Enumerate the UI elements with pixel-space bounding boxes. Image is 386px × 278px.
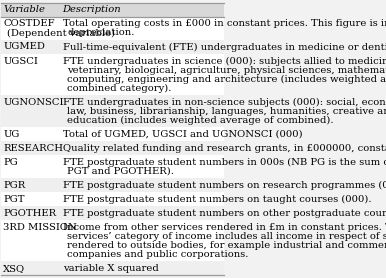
Text: UGSCI: UGSCI [3, 56, 38, 66]
Text: FTE postgraduate student numbers on other postgraduate courses (000).: FTE postgraduate student numbers on othe… [63, 209, 386, 218]
Text: UGNONSCI: UGNONSCI [3, 98, 64, 106]
Text: Total of UGMED, UGSCI and UGNONSCI (000): Total of UGMED, UGSCI and UGNONSCI (000) [63, 130, 302, 139]
Text: COSTDEF: COSTDEF [3, 19, 55, 28]
Text: UGMED: UGMED [3, 43, 45, 51]
FancyBboxPatch shape [1, 127, 224, 141]
Text: 3RD MISSION: 3RD MISSION [3, 223, 77, 232]
Text: PGOTHER: PGOTHER [3, 209, 56, 218]
FancyBboxPatch shape [1, 54, 224, 95]
Text: Full-time-equivalent (FTE) undergraduates in medicine or dentistry (000).: Full-time-equivalent (FTE) undergraduate… [63, 43, 386, 51]
FancyBboxPatch shape [1, 141, 224, 155]
Text: education (includes weighted average of combined).: education (includes weighted average of … [68, 115, 334, 125]
FancyBboxPatch shape [1, 155, 224, 178]
Text: veterinary, biological, agriculture, physical sciences, mathematics,: veterinary, biological, agriculture, phy… [68, 66, 386, 75]
Text: computing, engineering and architecture (includes weighted average of: computing, engineering and architecture … [68, 75, 386, 84]
FancyBboxPatch shape [1, 261, 224, 275]
FancyBboxPatch shape [1, 95, 224, 127]
FancyBboxPatch shape [1, 206, 224, 220]
Text: RESEARCH: RESEARCH [3, 144, 63, 153]
Text: FTE postgraduate student numbers in 000s (NB PG is the sum of PGR,: FTE postgraduate student numbers in 000s… [63, 158, 386, 167]
FancyBboxPatch shape [1, 3, 224, 17]
Text: Description: Description [63, 6, 121, 14]
Text: variable X squared: variable X squared [63, 264, 158, 273]
Text: combined category).: combined category). [68, 83, 172, 93]
Text: companies and public corporations.: companies and public corporations. [68, 250, 249, 259]
Text: PG: PG [3, 158, 18, 167]
Text: law, business, librarianship, languages, humanities, creative arts and: law, business, librarianship, languages,… [68, 106, 386, 116]
FancyBboxPatch shape [1, 220, 224, 261]
Text: (Dependent variable): (Dependent variable) [7, 28, 115, 38]
Text: Total operating costs in £000 in constant prices. This figure is inclusive of: Total operating costs in £000 in constan… [63, 19, 386, 28]
Text: UG: UG [3, 130, 20, 139]
Text: Quality related funding and research grants, in £000000, constant prices.: Quality related funding and research gra… [63, 144, 386, 153]
Text: depreciation.: depreciation. [68, 28, 135, 38]
Text: FTE undergraduates in non-science subjects (000): social, economics,: FTE undergraduates in non-science subjec… [63, 98, 386, 107]
Text: rendered to outside bodies, for example industrial and commercial: rendered to outside bodies, for example … [68, 241, 386, 250]
Text: Income from other services rendered in £m in constant prices. The ‘other: Income from other services rendered in £… [63, 223, 386, 232]
Text: FTE postgraduate student numbers on taught courses (000).: FTE postgraduate student numbers on taug… [63, 195, 371, 204]
Text: PGT: PGT [3, 195, 25, 204]
FancyBboxPatch shape [1, 40, 224, 54]
Text: FTE postgraduate student numbers on research programmes (000).: FTE postgraduate student numbers on rese… [63, 181, 386, 190]
Text: services’ category of income includes all income in respect of services: services’ category of income includes al… [68, 232, 386, 241]
Text: FTE undergraduates in science (000): subjects allied to medicine,: FTE undergraduates in science (000): sub… [63, 56, 386, 66]
Text: PGR: PGR [3, 181, 25, 190]
Text: Variable: Variable [3, 6, 45, 14]
Text: XSQ: XSQ [3, 264, 25, 273]
Text: PGT and PGOTHER).: PGT and PGOTHER). [68, 167, 174, 176]
FancyBboxPatch shape [1, 178, 224, 192]
FancyBboxPatch shape [1, 192, 224, 206]
FancyBboxPatch shape [1, 17, 224, 40]
